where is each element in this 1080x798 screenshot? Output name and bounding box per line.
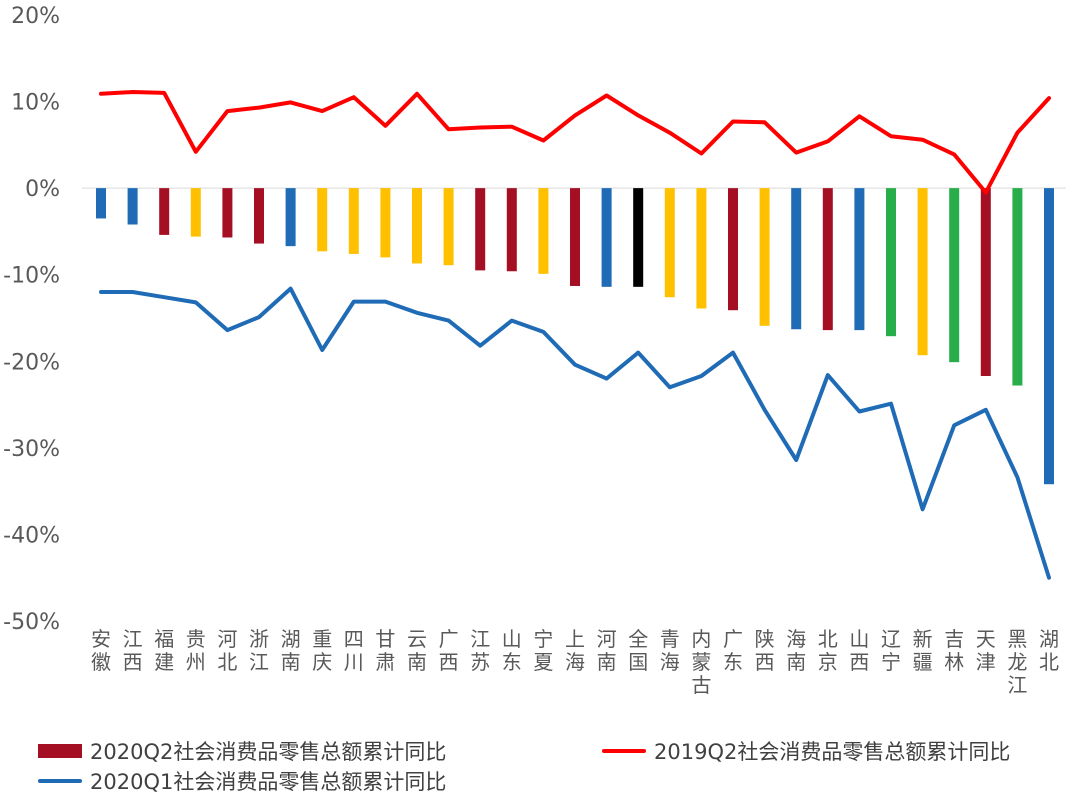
bar-山西 bbox=[854, 188, 865, 331]
y-tick-label: 20% bbox=[11, 4, 60, 29]
bar-辽宁 bbox=[886, 188, 896, 337]
bar-河南 bbox=[601, 188, 612, 287]
bar-浙江 bbox=[254, 188, 264, 244]
bar-series bbox=[96, 188, 1054, 485]
bar-上海 bbox=[570, 188, 580, 286]
bar-海南 bbox=[791, 188, 802, 330]
bar-甘肃 bbox=[380, 188, 391, 258]
bar-湖南 bbox=[285, 188, 296, 247]
bar-吉林 bbox=[949, 188, 960, 363]
category-label: 天津 bbox=[976, 627, 996, 674]
y-tick-label: -10% bbox=[3, 264, 60, 289]
y-tick-label: -50% bbox=[3, 610, 60, 635]
bar-江苏 bbox=[475, 188, 486, 271]
bar-天津 bbox=[980, 188, 991, 377]
category-label: 河南 bbox=[597, 627, 617, 674]
category-label: 甘肃 bbox=[375, 627, 395, 674]
category-label: 云南 bbox=[407, 627, 427, 674]
category-label: 重庆 bbox=[312, 627, 332, 674]
category-label: 宁夏 bbox=[533, 627, 553, 674]
bar-河北 bbox=[222, 188, 233, 238]
y-axis-ticks: 20% 10% 0% -10% -20% -30% -40% -50% bbox=[3, 4, 60, 635]
y-tick-label: -20% bbox=[3, 350, 60, 375]
legend-swatch-2019q2 bbox=[602, 749, 646, 753]
bar-全国 bbox=[633, 188, 644, 287]
bar-新疆 bbox=[917, 188, 928, 356]
line-2019q2 bbox=[99, 90, 1051, 195]
legend-item-2019q2: 2019Q2社会消费品零售总额累计同比 bbox=[602, 736, 1010, 766]
category-label: 北京 bbox=[818, 627, 838, 674]
category-label: 上海 bbox=[565, 627, 585, 674]
legend-swatch-2020q2 bbox=[38, 744, 82, 758]
category-label: 贵州 bbox=[186, 627, 206, 674]
bar-广西 bbox=[443, 188, 454, 266]
category-label: 山东 bbox=[502, 627, 522, 674]
legend-swatch-2020q1 bbox=[38, 779, 82, 783]
category-label: 陕西 bbox=[755, 627, 775, 674]
bar-贵州 bbox=[190, 188, 201, 237]
bar-北京 bbox=[822, 188, 833, 331]
chart-canvas: 20% 10% 0% -10% -20% -30% -40% -50% 安徽江西福建贵州河北浙… bbox=[3, 4, 1066, 697]
legend-label-2019q2: 2019Q2社会消费品零售总额累计同比 bbox=[654, 740, 1011, 764]
category-label: 福建 bbox=[154, 627, 174, 674]
bar-内蒙古 bbox=[696, 188, 707, 309]
category-label: 湖南 bbox=[281, 627, 301, 674]
bar-湖北 bbox=[1044, 188, 1054, 485]
category-label: 河北 bbox=[217, 627, 237, 674]
bar-江西 bbox=[127, 188, 138, 225]
category-label: 江苏 bbox=[470, 627, 490, 674]
category-label: 四川 bbox=[344, 627, 364, 674]
bar-广东 bbox=[728, 188, 738, 311]
bar-福建 bbox=[159, 188, 170, 235]
y-tick-label: -30% bbox=[3, 437, 60, 462]
bar-黑龙江 bbox=[1012, 188, 1023, 386]
y-tick-label: -40% bbox=[3, 523, 60, 548]
category-label: 全国 bbox=[628, 627, 648, 674]
category-label: 内蒙古 bbox=[691, 627, 711, 697]
category-label: 黑龙江 bbox=[1007, 627, 1027, 697]
line-2020q1 bbox=[99, 286, 1051, 580]
category-label: 吉林 bbox=[944, 627, 964, 674]
category-label: 安徽 bbox=[91, 627, 111, 674]
category-label: 山西 bbox=[849, 627, 869, 674]
legend-item-2020q2: 2020Q2社会消费品零售总额累计同比 bbox=[38, 736, 446, 766]
category-label: 青海 bbox=[660, 627, 680, 674]
category-label: 浙江 bbox=[249, 627, 269, 674]
line-series bbox=[99, 90, 1051, 580]
category-label: 湖北 bbox=[1039, 627, 1059, 674]
bar-安徽 bbox=[96, 188, 106, 219]
bar-宁夏 bbox=[538, 188, 549, 274]
category-labels: 安徽江西福建贵州河北浙江湖南重庆四川甘肃云南广西江苏山东宁夏上海河南全国青海内蒙… bbox=[91, 627, 1059, 697]
legend-label-2020q2: 2020Q2社会消费品零售总额累计同比 bbox=[90, 740, 447, 764]
category-label: 江西 bbox=[123, 627, 143, 674]
category-label: 广西 bbox=[439, 627, 459, 674]
bar-山东 bbox=[506, 188, 517, 272]
category-label: 海南 bbox=[786, 627, 806, 674]
y-tick-label: 0% bbox=[25, 177, 60, 202]
category-label: 广东 bbox=[723, 627, 743, 674]
category-label: 新疆 bbox=[913, 627, 933, 674]
bar-青海 bbox=[664, 188, 675, 298]
legend-item-2020q1: 2020Q1社会消费品零售总额累计同比 bbox=[38, 766, 446, 796]
bar-陕西 bbox=[759, 188, 770, 326]
category-label: 辽宁 bbox=[881, 627, 901, 674]
bar-重庆 bbox=[317, 188, 328, 252]
y-tick-label: 10% bbox=[11, 91, 60, 116]
legend-label-2020q1: 2020Q1社会消费品零售总额累计同比 bbox=[90, 770, 447, 794]
bar-四川 bbox=[348, 188, 359, 254]
bar-云南 bbox=[412, 188, 422, 264]
